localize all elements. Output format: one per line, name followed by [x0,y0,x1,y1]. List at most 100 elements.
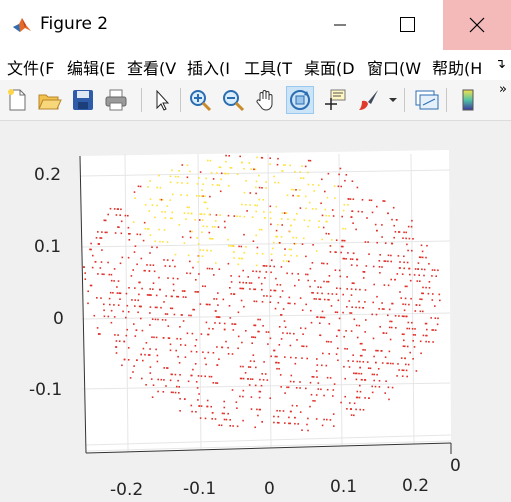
data-point [273,415,275,418]
data-point [261,288,263,291]
menu-bar: 文件(F 编辑(E 查看(V 插入(I 工具(T 桌面(D 窗口(W 帮助(H [0,50,511,80]
brush-button[interactable] [356,87,382,113]
data-point [279,284,282,286]
data-point [369,367,372,370]
data-point [364,241,367,243]
data-point [339,167,342,170]
menu-window[interactable]: 窗口(W [367,59,422,78]
data-point [367,367,370,369]
axes-3d[interactable] [0,121,511,502]
data-point [229,419,231,421]
data-point [321,292,323,295]
select-button[interactable] [149,87,175,113]
data-point [349,198,352,200]
print-icon [105,89,127,111]
data-point [201,255,204,257]
data-point [280,338,283,340]
data-point [200,333,203,335]
figure-canvas[interactable]: 0.2 0.1 0 -0.1 -0.2 -0.1 0 0.1 0.2 0 [0,121,511,502]
data-point [115,352,118,354]
data-point [364,331,366,333]
save-button[interactable] [70,87,96,113]
data-point [171,169,173,172]
data-point [413,274,416,276]
data-point [372,301,374,304]
data-point [269,217,272,220]
data-point [224,226,226,229]
data-point [282,260,285,262]
grid-line [85,434,452,446]
data-point [371,391,374,394]
data-point [293,242,296,245]
data-point [255,366,257,369]
data-point [338,173,340,176]
data-point [289,164,291,167]
data-point [242,365,244,368]
data-point [179,338,182,340]
data-point [149,366,152,368]
menu-insert[interactable]: 插入(I [187,59,230,78]
brush-dropdown-button[interactable] [386,87,400,113]
new-figure-button[interactable] [4,87,30,113]
data-point [257,414,259,417]
data-point [127,359,130,361]
menu-view[interactable]: 查看(V [127,59,177,78]
data-point [315,370,318,372]
data-point [100,297,102,299]
data-point [307,279,309,282]
data-point [192,266,194,269]
open-file-icon [38,94,62,110]
maximize-button[interactable] [374,0,442,50]
data-point [328,215,330,217]
data-point [117,208,119,210]
data-point [215,262,217,264]
data-point [290,374,293,377]
data-point [239,395,241,398]
close-button[interactable] [443,0,511,50]
zoom-in-button[interactable] [187,87,213,113]
data-point [422,310,424,313]
data-point [299,207,302,209]
data-point [141,377,143,380]
data-point [378,380,381,382]
data-point [376,241,378,244]
data-point [114,232,117,234]
data-point [160,378,163,381]
data-point [171,307,174,310]
print-button[interactable] [103,87,129,113]
colorbar-button[interactable] [455,87,481,113]
toolbar-overflow-icon[interactable]: » [499,82,507,97]
menu-edit[interactable]: 编辑(E [67,59,116,78]
data-point [417,268,419,270]
data-point [276,283,279,286]
rotate-3d-button[interactable] [286,86,314,114]
data-point [396,273,399,275]
minimize-button[interactable] [306,0,374,50]
data-point [320,388,322,391]
pan-hand-icon [256,90,273,111]
menu-tools[interactable]: 工具(T [244,59,293,78]
pan-button[interactable] [253,87,279,113]
zoom-out-button[interactable] [220,87,246,113]
data-point [107,315,110,318]
menu-help[interactable]: 帮助(H [432,59,483,78]
data-point [229,425,231,427]
data-cursor-button[interactable] [322,87,348,113]
data-point [216,184,219,186]
menu-desktop[interactable]: 桌面(D [304,59,355,78]
open-file-button[interactable] [36,87,62,113]
data-point [284,422,286,424]
data-point [333,185,336,187]
close-icon [469,17,485,33]
menu-overflow-icon[interactable]: ↴ [495,57,506,72]
data-point [428,287,431,289]
data-point [342,257,345,260]
link-plot-button[interactable] [413,87,439,113]
menu-file[interactable]: 文件(F [7,59,55,78]
data-point [182,320,185,322]
data-point [287,218,289,221]
data-point [132,221,135,223]
data-point [138,305,141,308]
data-point [305,387,307,390]
data-point [95,237,98,239]
